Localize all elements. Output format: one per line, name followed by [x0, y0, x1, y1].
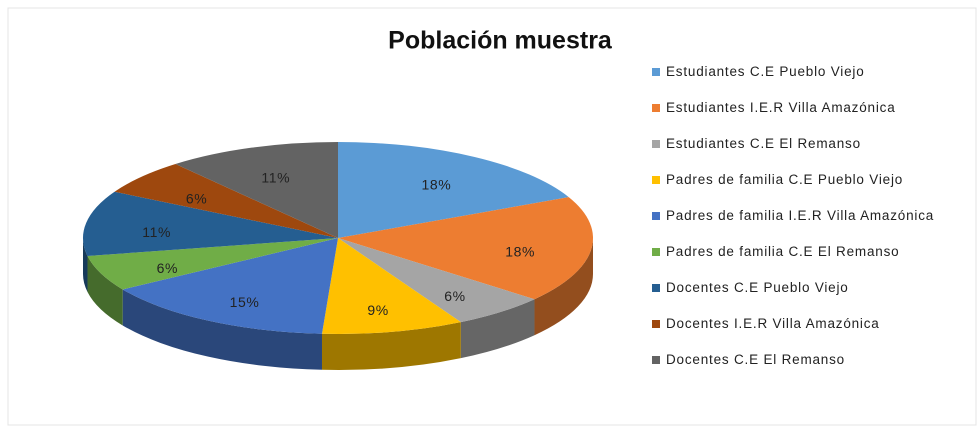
legend-label: Padres de familia C.E El Remanso [666, 244, 900, 259]
legend-swatch [652, 104, 660, 112]
data-label: 6% [444, 288, 465, 304]
legend-swatch [652, 212, 660, 220]
slice-side [534, 238, 593, 336]
legend: Estudiantes C.E Pueblo Viejo Estudiantes … [652, 64, 970, 388]
legend-item: Padres de familia C.E El Remanso [652, 244, 970, 280]
slice [83, 191, 339, 256]
legend-swatch [652, 140, 660, 148]
legend-item: Docentes C.E Pueblo Viejo [652, 280, 970, 316]
legend-label: Docentes C.E El Remanso [666, 352, 845, 367]
data-label: 15% [230, 294, 260, 310]
legend-item: Padres de familia I.E.R Villa Amazónica [652, 208, 970, 244]
legend-item: Docentes C.E El Remanso [652, 352, 970, 388]
legend-item: Padres de familia C.E Pueblo Viejo [652, 172, 970, 208]
slice [338, 238, 535, 323]
data-label: 6% [186, 191, 207, 207]
slice [338, 197, 593, 300]
legend-swatch [652, 356, 660, 364]
legend-label: Padres de familia I.E.R Villa Amazónica [666, 208, 935, 223]
legend-swatch [652, 176, 660, 184]
slice [175, 142, 338, 238]
data-label: 11% [142, 224, 171, 240]
legend-item: Estudiantes I.E.R Villa Amazónica [652, 100, 970, 136]
slice-side [460, 299, 535, 359]
legend-item: Estudiantes C.E Pueblo Viejo [652, 64, 970, 100]
data-label: 18% [505, 243, 535, 259]
frame [7, 7, 977, 426]
legend-label: Estudiantes C.E El Remanso [666, 136, 861, 151]
slice [321, 238, 461, 335]
data-label: 18% [421, 176, 451, 192]
data-label: 11% [261, 170, 290, 186]
legend-label: Estudiantes C.E Pueblo Viejo [666, 64, 865, 79]
legend-item: Estudiantes C.E El Remanso [652, 136, 970, 172]
legend-item: Docentes I.E.R Villa Amazónica [652, 316, 970, 352]
legend-label: Docentes C.E Pueblo Viejo [666, 280, 849, 295]
slice [114, 164, 338, 238]
slice [338, 142, 569, 238]
data-label: 9% [367, 302, 388, 318]
data-label: 6% [157, 260, 178, 276]
slice-side [83, 238, 88, 292]
slice [122, 238, 338, 334]
slice-side [321, 322, 461, 371]
legend-label: Estudiantes I.E.R Villa Amazónica [666, 100, 896, 115]
slice-side [87, 255, 123, 326]
legend-swatch [652, 320, 660, 328]
legend-swatch [652, 248, 660, 256]
slice-side [122, 289, 322, 370]
legend-swatch [652, 284, 660, 292]
legend-label: Docentes I.E.R Villa Amazónica [666, 316, 880, 331]
legend-swatch [652, 68, 660, 76]
legend-label: Padres de familia C.E Pueblo Viejo [666, 172, 904, 187]
slice [87, 238, 338, 290]
chart-title: Población muestra [388, 27, 613, 55]
